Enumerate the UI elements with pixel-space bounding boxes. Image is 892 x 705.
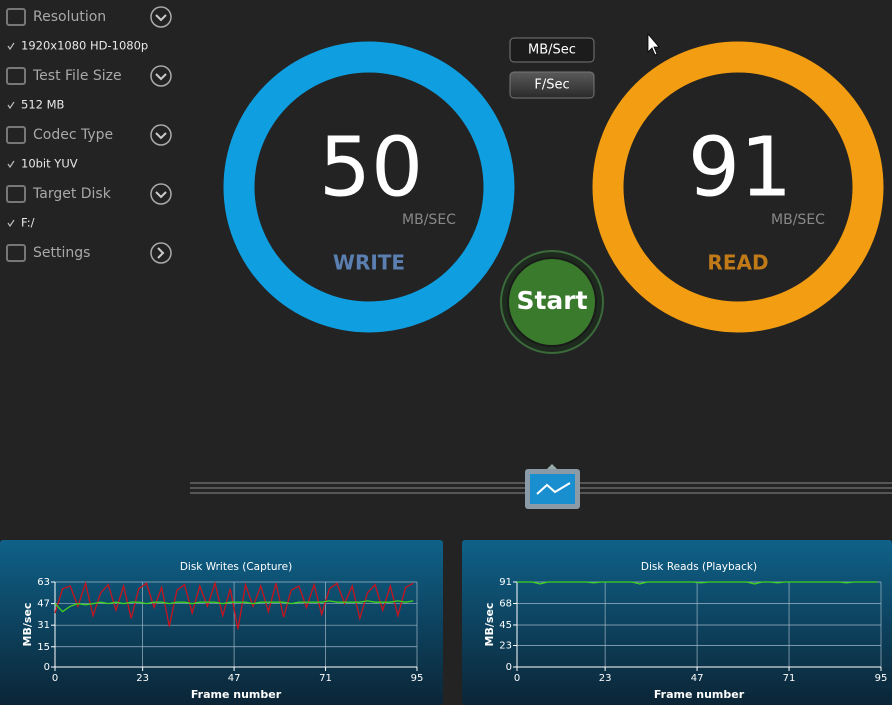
- item-label: Codec Type: [33, 127, 113, 143]
- y-tick-label: 47: [37, 599, 50, 610]
- unit-button[interactable]: F/Sec: [509, 71, 595, 99]
- y-tick-label: 63: [37, 577, 50, 588]
- x-tick-label: 23: [136, 673, 149, 684]
- chevron-icon: [155, 132, 167, 140]
- button-bg: [509, 37, 595, 63]
- sidebar: Resolution 1920x1080 HD-1080p Test File Si…: [6, 6, 172, 264]
- panel-bg: [462, 540, 892, 705]
- mouse-cursor: [647, 32, 660, 56]
- x-tick-label: 71: [783, 673, 796, 684]
- y-tick-label: 0: [44, 662, 50, 673]
- item-icon: [6, 185, 26, 203]
- expand-button[interactable]: [150, 242, 172, 264]
- item-label: Resolution: [33, 9, 106, 25]
- expand-button[interactable]: [150, 124, 172, 146]
- gauge-label: WRITE: [333, 251, 405, 275]
- y-tick-label: 91: [499, 577, 512, 588]
- gauge-value: 50: [319, 120, 423, 215]
- data-line: [54, 600, 414, 613]
- chart-title: Disk Writes (Capture): [180, 561, 292, 573]
- item-icon: [6, 126, 26, 144]
- controls: MB/Sec F/Sec Start: [500, 37, 604, 354]
- button-label: MB/Sec: [528, 43, 576, 58]
- expand-button[interactable]: [150, 6, 172, 28]
- check-icon: [7, 219, 15, 228]
- gauge-ring: [592, 41, 884, 333]
- y-tick-label: 0: [506, 662, 512, 673]
- check-icon: [7, 42, 15, 51]
- x-tick-label: 71: [319, 673, 332, 684]
- sidebar-item[interactable]: Codec Type 10bit YUV: [6, 124, 172, 171]
- chevron-icon: [155, 14, 167, 22]
- y-tick-label: 23: [499, 641, 512, 652]
- chevron-icon: [157, 247, 165, 259]
- item-value: 10bit YUV: [21, 157, 78, 171]
- check-icon: [7, 101, 15, 110]
- x-axis-label: Frame number: [191, 688, 282, 701]
- chart-toggle-button[interactable]: [525, 464, 580, 509]
- item-icon: [6, 8, 26, 26]
- item-label: Settings: [33, 245, 90, 261]
- chevron-icon: [155, 191, 167, 199]
- y-tick-label: 31: [37, 620, 50, 631]
- y-tick-label: 45: [499, 620, 512, 631]
- sidebar-item[interactable]: Test File Size 512 MB: [6, 65, 172, 112]
- charts: Disk Writes (Capture) Frame number MB/sec 0…: [0, 540, 892, 705]
- sidebar-item[interactable]: Target Disk F:/: [6, 183, 172, 230]
- chart-panel: Disk Writes (Capture) Frame number MB/sec 0…: [0, 540, 443, 705]
- item-label: Target Disk: [32, 186, 112, 202]
- x-tick-label: 47: [691, 673, 704, 684]
- gauge-unit: MB/SEC: [402, 212, 456, 228]
- x-tick-label: 95: [875, 673, 888, 684]
- chart-panel: Disk Reads (Playback) Frame number MB/sec 0…: [462, 540, 892, 705]
- item-value: 1920x1080 HD-1080p: [21, 39, 148, 53]
- unit-button[interactable]: MB/Sec: [509, 37, 595, 63]
- x-tick-label: 0: [514, 673, 520, 684]
- panel-bg: [0, 540, 443, 705]
- button-bg: [509, 71, 595, 99]
- gauge-label: READ: [707, 251, 768, 275]
- expand-button[interactable]: [150, 183, 172, 205]
- start-face: [507, 257, 597, 347]
- x-tick-label: 47: [228, 673, 241, 684]
- x-tick-label: 23: [599, 673, 612, 684]
- data-line: [517, 581, 878, 585]
- sidebar-item[interactable]: Resolution 1920x1080 HD-1080p: [6, 6, 172, 53]
- data-line: [54, 580, 414, 630]
- gauge-value: 91: [688, 120, 792, 215]
- start-label: Start: [516, 286, 587, 315]
- button-label: F/Sec: [534, 78, 569, 93]
- expand-button[interactable]: [150, 65, 172, 87]
- gauge-unit: MB/SEC: [771, 212, 825, 228]
- y-axis-label: MB/sec: [21, 603, 34, 647]
- sidebar-item[interactable]: Settings: [6, 242, 172, 264]
- item-value: 512 MB: [21, 98, 65, 112]
- gauge-ring: [223, 41, 515, 333]
- start-button[interactable]: Start: [500, 250, 604, 354]
- item-icon: [6, 244, 26, 262]
- y-axis-label: MB/sec: [483, 603, 496, 647]
- chevron-icon: [155, 73, 167, 81]
- check-icon: [7, 160, 15, 169]
- item-value: F:/: [21, 216, 35, 230]
- x-tick-label: 95: [411, 673, 424, 684]
- y-tick-label: 15: [37, 642, 50, 653]
- x-axis-label: Frame number: [654, 688, 745, 701]
- item-icon: [6, 67, 26, 85]
- item-label: Test File Size: [32, 68, 122, 84]
- x-tick-label: 0: [52, 673, 58, 684]
- chart-title: Disk Reads (Playback): [641, 561, 757, 573]
- y-tick-label: 68: [499, 598, 512, 609]
